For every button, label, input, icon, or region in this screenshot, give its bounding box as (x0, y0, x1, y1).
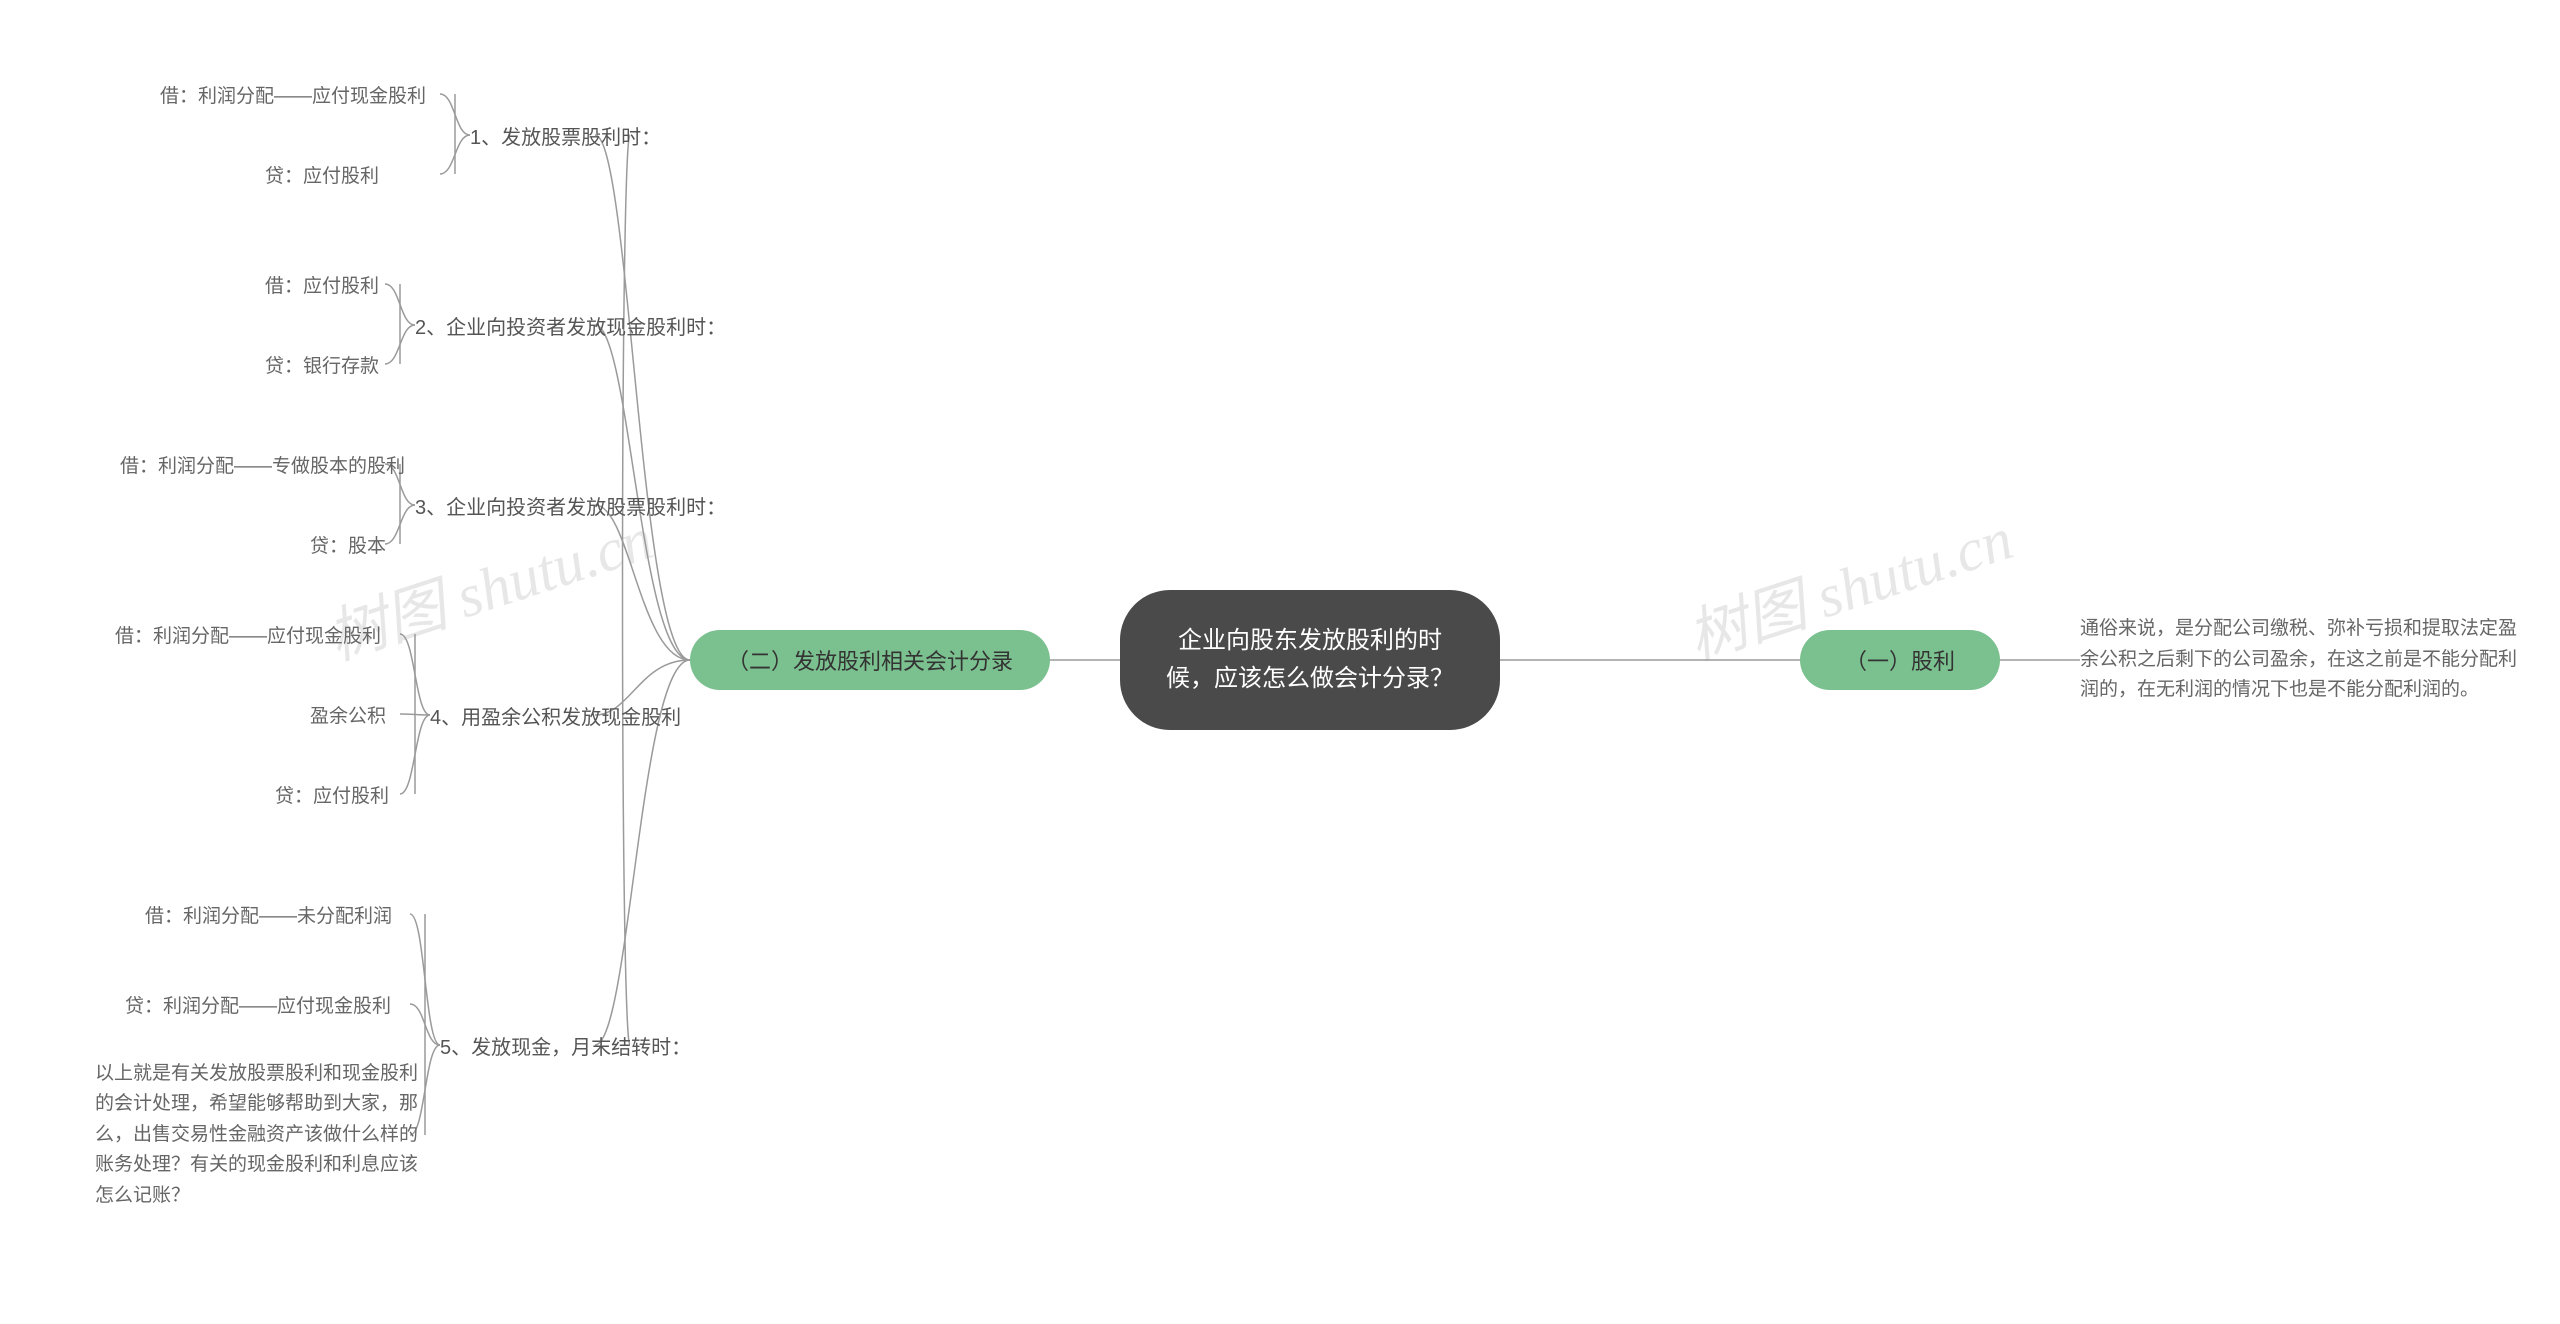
sub-3-leaf-2: 贷：股本 (310, 530, 420, 558)
sub-3: 3、企业向投资者发放股票股利时： (415, 490, 735, 520)
right-desc-text: 通俗来说，是分配公司缴税、弥补亏损和提取法定盈余公积之后剩下的公司盈余，在这之前… (2080, 614, 2520, 705)
sub-2: 2、企业向投资者发放现金股利时： (415, 310, 735, 340)
sub-1: 1、发放股票股利时： (470, 120, 700, 150)
sub-5-label: 5、发放现金，月末结转时： (440, 1031, 691, 1060)
sub-2-label: 2、企业向投资者发放现金股利时： (415, 311, 726, 340)
sub-5-leaf-3: 以上就是有关发放股票股利和现金股利的会计处理，希望能够帮助到大家，那么，出售交易… (95, 1070, 435, 1200)
branch-left-label: （二）发放股利相关会计分录 (727, 644, 1013, 676)
sub-4-leaf-1-text: 借：利润分配——应付现金股利 (115, 621, 381, 648)
sub-5: 5、发放现金，月末结转时： (440, 1030, 720, 1060)
sub-4-leaf-1: 借：利润分配——应付现金股利 (115, 620, 415, 648)
branch-right: （一）股利 (1800, 630, 2000, 690)
right-desc: 通俗来说，是分配公司缴税、弥补亏损和提取法定盈余公积之后剩下的公司盈余，在这之前… (2080, 600, 2520, 720)
sub-4-leaf-3-text: 贷：应付股利 (275, 781, 389, 808)
sub-1-leaf-2: 贷：应付股利 (265, 160, 425, 188)
sub-4-leaf-3: 贷：应付股利 (275, 780, 425, 808)
sub-3-leaf-1: 借：利润分配——专做股本的股利 (120, 450, 440, 478)
sub-5-leaf-3-text: 以上就是有关发放股票股利和现金股利的会计处理，希望能够帮助到大家，那么，出售交易… (95, 1059, 435, 1211)
sub-3-leaf-2-text: 贷：股本 (310, 531, 386, 558)
sub-1-leaf-2-text: 贷：应付股利 (265, 161, 379, 188)
sub-1-leaf-1-text: 借：利润分配——应付现金股利 (160, 81, 426, 108)
sub-2-leaf-1-text: 借：应付股利 (265, 271, 379, 298)
sub-4-label: 4、用盈余公积发放现金股利 (430, 701, 681, 730)
root-text: 企业向股东发放股利的时候，应该怎么做会计分录？ (1158, 622, 1462, 699)
mindmap-root: 企业向股东发放股利的时候，应该怎么做会计分录？ (1120, 590, 1500, 730)
sub-5-leaf-1-text: 借：利润分配——未分配利润 (145, 901, 392, 928)
sub-5-leaf-2: 贷：利润分配——应付现金股利 (125, 990, 435, 1018)
sub-3-leaf-1-text: 借：利润分配——专做股本的股利 (120, 451, 405, 478)
sub-4-leaf-2-text: 盈余公积 (310, 701, 386, 728)
sub-2-leaf-1: 借：应付股利 (265, 270, 425, 298)
branch-left: （二）发放股利相关会计分录 (690, 630, 1050, 690)
sub-2-leaf-2: 贷：银行存款 (265, 350, 425, 378)
branch-right-label: （一）股利 (1845, 644, 1955, 676)
sub-3-label: 3、企业向投资者发放股票股利时： (415, 491, 726, 520)
sub-1-leaf-1: 借：利润分配——应付现金股利 (160, 80, 460, 108)
sub-4-leaf-2: 盈余公积 (310, 700, 420, 728)
sub-1-label: 1、发放股票股利时： (470, 121, 661, 150)
sub-5-leaf-1: 借：利润分配——未分配利润 (145, 900, 435, 928)
sub-4: 4、用盈余公积发放现金股利 (430, 700, 720, 730)
sub-2-leaf-2-text: 贷：银行存款 (265, 351, 379, 378)
sub-5-leaf-2-text: 贷：利润分配——应付现金股利 (125, 991, 391, 1018)
